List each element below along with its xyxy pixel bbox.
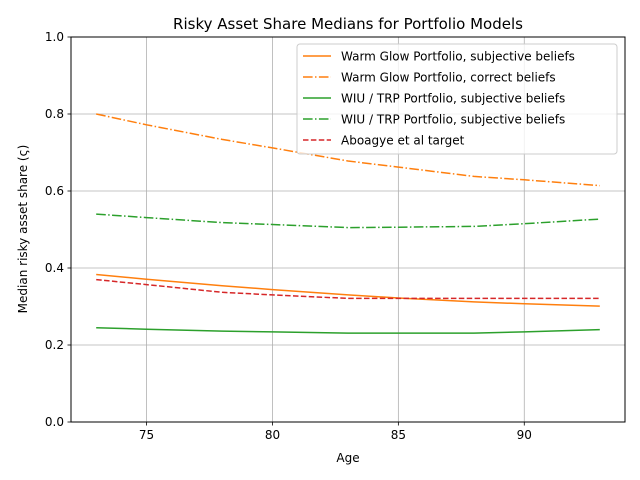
series-line-1 xyxy=(96,273,600,307)
x-tick-label: 75 xyxy=(139,428,154,442)
y-tick-label: 0.0 xyxy=(45,415,64,429)
plot-frame xyxy=(70,36,626,423)
y-axis-label: Median risky asset share (ς) xyxy=(16,145,30,314)
legend-label-4: WIU / TRP Portfolio, subjective beliefs xyxy=(341,113,565,127)
plot-lines xyxy=(96,113,600,334)
legend-box xyxy=(296,43,618,155)
y-axis-ticks: 0.0 0.2 0.4 0.6 0.8 1.0 xyxy=(45,30,71,429)
x-tick-label: 85 xyxy=(391,428,406,442)
y-tick-label: 0.4 xyxy=(45,261,64,275)
y-tick-label: 0.6 xyxy=(45,184,64,198)
legend: Warm Glow Portfolio, subjective beliefs W… xyxy=(296,43,618,155)
chart-title: Risky Asset Share Medians for Portfolio … xyxy=(173,15,523,33)
y-tick-label: 1.0 xyxy=(45,30,64,44)
series-line-2 xyxy=(96,113,600,187)
series-line-3 xyxy=(96,326,600,334)
legend-label-1: Warm Glow Portfolio, subjective beliefs xyxy=(341,50,575,64)
x-tick-label: 90 xyxy=(517,428,532,442)
series-line-4 xyxy=(96,213,600,229)
y-tick-label: 0.8 xyxy=(45,107,64,121)
y-tick-label: 0.2 xyxy=(45,338,64,352)
x-tick-label: 80 xyxy=(265,428,280,442)
series-line-5 xyxy=(96,278,600,300)
legend-label-2: Warm Glow Portfolio, correct beliefs xyxy=(341,71,556,85)
x-axis-ticks: 75 80 85 90 xyxy=(139,422,532,442)
legend-label-5: Aboagye et al target xyxy=(341,134,465,148)
x-axis-label: Age xyxy=(336,451,359,465)
legend-label-3: WIU / TRP Portfolio, subjective beliefs xyxy=(341,92,565,106)
